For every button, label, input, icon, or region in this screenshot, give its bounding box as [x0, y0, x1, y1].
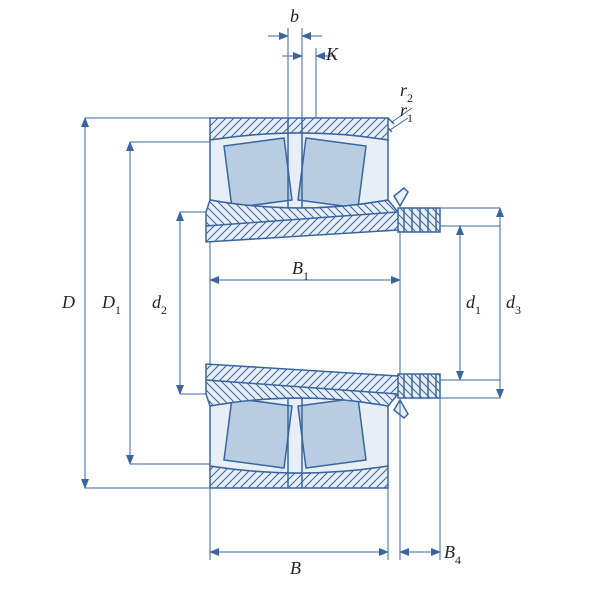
label-K: K [325, 44, 339, 64]
bearing-diagram: b K r2 r1 D D1 d2 d1 d3 B1 B B4 [0, 0, 600, 600]
top-half [206, 118, 440, 242]
label-d2: d2 [152, 292, 167, 317]
label-d3: d3 [506, 292, 521, 317]
label-B: B [290, 558, 301, 578]
label-b: b [290, 6, 299, 26]
label-d1: d1 [466, 292, 481, 317]
label-D1: D1 [101, 292, 121, 317]
label-B1: B1 [292, 258, 309, 283]
bottom-half [206, 364, 440, 488]
label-B4: B4 [444, 542, 461, 567]
label-D: D [61, 292, 75, 312]
